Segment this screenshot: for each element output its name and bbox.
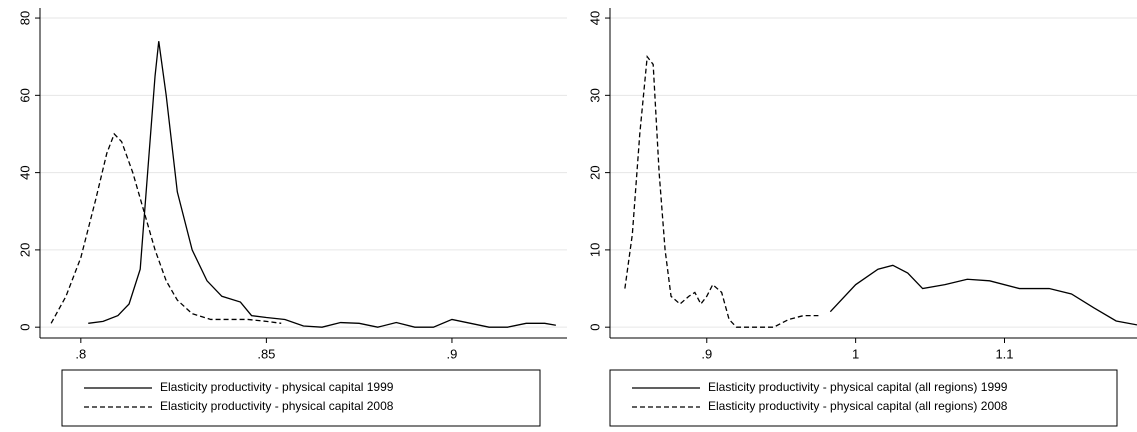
legend-label: Elasticity productivity - physical capit… <box>708 380 1008 394</box>
y-tick-label: 20 <box>587 165 602 179</box>
x-tick-label: 1 <box>852 346 859 361</box>
y-tick-label: 60 <box>17 88 32 102</box>
legend: Elasticity productivity - physical capit… <box>61 369 541 427</box>
y-tick-label: 0 <box>17 324 32 331</box>
series-line <box>829 264 1137 326</box>
y-tick-label: 10 <box>587 243 602 257</box>
series-line <box>88 41 556 328</box>
legend-box <box>609 369 1118 427</box>
y-tick-label: 30 <box>587 88 602 102</box>
x-tick-label: .9 <box>447 346 458 361</box>
y-tick-label: 80 <box>17 11 32 25</box>
x-tick-label: .85 <box>257 346 275 361</box>
x-tick-label: .8 <box>75 346 86 361</box>
legend-label: Elasticity productivity - physical capit… <box>708 399 1008 413</box>
series-line <box>50 132 282 324</box>
x-tick-label: .9 <box>701 346 712 361</box>
y-tick-label: 20 <box>17 243 32 257</box>
y-tick-label: 0 <box>587 324 602 331</box>
x-tick-label: 1.1 <box>995 346 1013 361</box>
series-line <box>624 54 819 328</box>
legend: Elasticity productivity - physical capit… <box>609 369 1118 427</box>
y-tick-label: 40 <box>587 11 602 25</box>
y-tick-label: 40 <box>17 165 32 179</box>
legend-label: Elasticity productivity - physical capit… <box>160 380 394 394</box>
legend-box <box>61 369 541 427</box>
legend-label: Elasticity productivity - physical capit… <box>160 399 394 413</box>
